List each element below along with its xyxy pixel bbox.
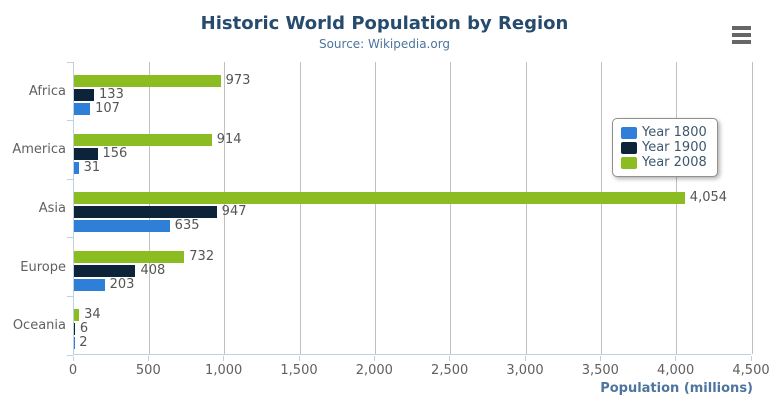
legend-item-year-2008[interactable]: Year 2008 [621,155,707,170]
category-label-africa: Africa [28,83,66,99]
bar-europe-year-1800[interactable] [74,278,105,291]
bar-europe-year-1900[interactable] [74,264,136,277]
bar-africa-year-2008[interactable] [74,75,221,87]
value-axis-tick [147,356,149,361]
hamburger-menu-icon [732,40,751,44]
value-axis-label: 500 [135,363,161,378]
value-axis-label: 2,500 [431,363,469,378]
bar-value-label: 156 [102,145,128,161]
value-axis-label: 4,000 [657,363,695,378]
gridline [676,62,678,354]
value-axis-label: 3,000 [506,363,544,378]
bar-value-label: 133 [99,87,124,102]
bar-value-label: 408 [140,262,166,278]
bar-value-label: 203 [109,276,135,292]
bar-asia-year-1900[interactable] [74,206,217,219]
gridline [299,62,301,354]
value-axis-label: 3,500 [581,363,619,378]
gridline [374,62,376,354]
value-axis-tick [72,356,74,361]
bar-america-year-1800[interactable] [74,161,79,174]
gridline [751,62,753,354]
value-axis-tick [675,356,677,361]
bar-value-label: 4,054 [689,190,728,206]
value-axis-label: 4,500 [732,363,769,378]
value-axis-label: 0 [68,363,78,378]
value-axis-tick [223,356,225,361]
bar-africa-year-1900[interactable] [74,89,95,101]
gridline [224,62,226,354]
legend-label: Year 1900 [642,140,707,155]
bar-asia-year-2008[interactable] [74,192,685,205]
value-axis-tick [449,356,451,361]
legend-label: Year 2008 [642,155,707,170]
category-axis-tick [67,295,73,297]
bar-value-label: 34 [84,307,101,323]
bar-oceania-year-2008[interactable] [74,309,80,322]
category-label-america: America [12,142,66,158]
value-axis-label: 1,500 [280,363,318,378]
category-label-oceania: Oceania [12,318,66,334]
category-axis-tick [67,237,73,239]
value-axis-label: 2,000 [355,363,393,378]
bar-america-year-1900[interactable] [74,147,98,160]
category-axis-tick [67,178,73,180]
gridline [525,62,527,354]
bar-value-label: 2 [79,335,88,351]
legend-item-year-1800[interactable]: Year 1800 [621,125,707,140]
value-axis-tick [750,356,752,361]
value-axis-label: 1,000 [205,363,243,378]
value-axis-tick [524,356,526,361]
category-axis-tick [67,354,73,356]
x-axis-title: Population (millions) [600,381,753,396]
chart-subtitle: Source: Wikipedia.org [318,37,451,51]
bar-value-label: 31 [83,159,101,175]
chart-title: Historic World Population by Region [200,13,569,34]
plot-area: 973 133 107 914 156 31 4,054 947 635 732 408 203 34 6… [73,62,753,355]
bar-value-label: 6 [79,321,89,337]
value-axis-tick [298,356,300,361]
export-menu-button[interactable] [729,22,755,48]
bar-value-label: 107 [95,101,120,116]
legend-swatch-icon [621,126,637,139]
gridline [600,62,602,354]
category-axis-tick [67,120,73,122]
bar-asia-year-1800[interactable] [74,220,170,233]
bar-value-label: 947 [221,204,247,220]
legend-swatch-icon [621,141,637,154]
bar-value-label: 914 [216,131,242,147]
bar-value-label: 635 [174,218,200,234]
legend-label: Year 1800 [642,125,707,140]
legend: Year 1800 Year 1900 Year 2008 [612,118,718,177]
hamburger-menu-icon [732,26,751,30]
bar-europe-year-2008[interactable] [74,250,185,263]
bar-africa-year-1800[interactable] [74,103,91,115]
bar-value-label: 732 [189,248,215,264]
hamburger-menu-icon [732,33,751,37]
category-axis-tick [67,61,73,63]
legend-swatch-icon [621,156,637,169]
bar-america-year-2008[interactable] [74,133,212,146]
value-axis: 0 500 1,000 1,500 2,000 2,500 3,000 3,500 4,000 4… [69,355,769,395]
value-axis-tick [373,356,375,361]
category-label-asia: Asia [38,200,66,216]
bar-value-label: 973 [225,73,251,88]
legend-item-year-1900[interactable]: Year 1900 [621,140,707,155]
value-axis-tick [599,356,601,361]
bar-oceania-year-1900[interactable] [74,323,75,336]
category-axis-labels: Africa America Asia Europe Oceania [0,62,66,355]
gridline [450,62,452,354]
category-label-europe: Europe [20,259,66,275]
